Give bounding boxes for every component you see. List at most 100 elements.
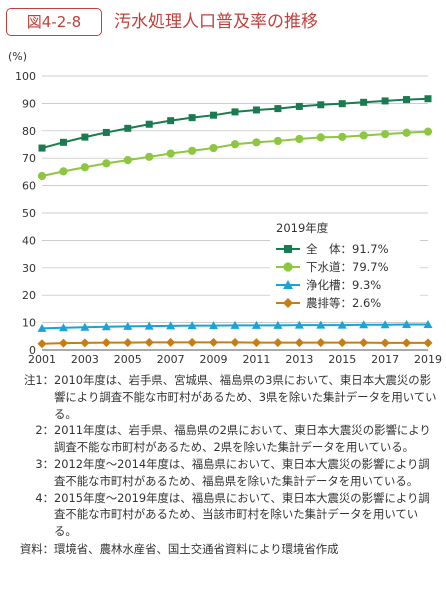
data-point-square	[360, 98, 368, 106]
data-point-circle	[359, 131, 368, 140]
data-point-diamond	[273, 338, 283, 348]
figure-header: 図4-2-8 汚水処理人口普及率の推移	[6, 8, 442, 38]
series-diamond	[37, 337, 433, 349]
data-point-circle	[145, 152, 154, 161]
note-text: 2011年度は、岩手県、福島県の2県において、東日本大震災の影響により調査不能な…	[54, 423, 431, 455]
data-point-diamond	[230, 337, 240, 347]
x-tick-label: 2001	[28, 353, 56, 366]
data-point-circle	[209, 143, 218, 153]
legend-label: 全 体：91.7%	[306, 242, 389, 256]
figure-title: 汚水処理人口普及率の推移	[114, 12, 318, 32]
data-point-circle	[59, 167, 68, 176]
notes-section: 注1： 2010年度は、岩手県、宮城県、福島県の3県において、東日本大震災の影響…	[8, 372, 438, 558]
data-point-triangle	[283, 280, 293, 289]
data-point-circle	[252, 138, 261, 147]
legend-background	[270, 216, 420, 312]
data-point-square	[145, 120, 153, 128]
note-text: 2015年度～2019年度は、福島県において、東日本大震災の影響により調査不能な…	[54, 490, 430, 539]
y-tick-label: 30	[22, 262, 36, 275]
data-point-circle	[402, 128, 411, 137]
y-tick-labels: 0 10 20 30 40 50 60 70 80 90 100	[15, 70, 36, 357]
data-point-diamond	[337, 338, 347, 348]
data-point-triangle	[166, 321, 176, 330]
data-point-circle	[80, 163, 89, 172]
series-triangle	[37, 320, 433, 332]
y-tick-label: 10	[22, 317, 36, 330]
legend-label: 農排等：2.6%	[306, 296, 381, 310]
data-point-triangle	[337, 320, 347, 329]
legend-title: 2019年度	[276, 221, 329, 235]
data-point-triangle	[402, 320, 412, 329]
data-point-diamond	[380, 338, 390, 348]
data-point-circle	[381, 129, 390, 139]
data-point-triangle	[144, 321, 154, 330]
data-point-circle	[316, 133, 325, 142]
data-point-diamond	[166, 337, 176, 347]
y-tick-label: 70	[22, 152, 36, 165]
x-tick-label: 2015	[328, 353, 356, 366]
x-tick-label: 2007	[157, 353, 185, 366]
legend-label: 下水道：79.7%	[306, 260, 389, 274]
data-point-circle	[283, 262, 293, 272]
y-tick-label: 50	[22, 207, 36, 220]
data-point-diamond	[402, 338, 412, 348]
x-tick-label: 2003	[71, 353, 99, 366]
x-tick-label: 2013	[285, 353, 313, 366]
data-point-square	[381, 97, 389, 105]
data-point-diamond	[359, 338, 369, 348]
y-axis-unit-label: (%)	[8, 50, 27, 63]
series-circle	[37, 127, 433, 181]
data-point-square	[81, 133, 89, 141]
x-tick-label: 2017	[371, 353, 399, 366]
data-point-circle	[123, 156, 132, 165]
series-line	[41, 130, 429, 177]
note-text: 2012年度～2014年度は、福島県において、東日本大震災の影響により調査不能な…	[54, 456, 430, 488]
data-point-triangle	[273, 320, 283, 329]
data-point-triangle	[101, 322, 111, 331]
data-point-diamond	[37, 339, 47, 349]
legend-label: 浄化槽：9.3%	[306, 278, 381, 292]
data-point-circle	[295, 134, 304, 144]
note-label: 4：	[35, 490, 54, 505]
y-tick-label: 20	[22, 289, 36, 302]
data-point-square	[252, 106, 260, 114]
y-tick-label: 100	[15, 70, 36, 83]
data-point-triangle	[251, 320, 261, 329]
data-point-triangle	[423, 320, 433, 329]
note-item: 3： 2012年度～2014年度は、福島県において、東日本大震災の影響により調査…	[8, 456, 438, 490]
data-point-diamond	[187, 337, 197, 347]
data-point-diamond	[294, 338, 304, 348]
data-series	[37, 95, 433, 349]
data-point-triangle	[316, 320, 326, 329]
source-label: 資料：	[19, 541, 54, 556]
data-point-square	[188, 114, 196, 122]
note-label: 注1：	[23, 373, 54, 387]
data-point-square	[295, 102, 303, 110]
data-point-triangle	[359, 320, 369, 329]
data-point-triangle	[123, 321, 133, 330]
data-point-circle	[423, 127, 433, 136]
x-tick-label: 2019	[414, 353, 442, 366]
data-point-circle	[37, 171, 47, 181]
note-label: 2：	[35, 423, 54, 438]
data-point-circle	[188, 146, 197, 155]
data-point-diamond	[251, 338, 261, 348]
data-point-square	[38, 144, 46, 152]
note-item: 2： 2011年度は、岩手県、福島県の2県において、東日本大震災の影響により調査…	[8, 422, 438, 456]
data-point-square	[102, 128, 110, 136]
data-point-square	[167, 117, 175, 125]
x-tick-label: 2011	[242, 353, 270, 366]
note-item: 4： 2015年度～2019年度は、福島県において、東日本大震災の影響により調査…	[8, 490, 438, 540]
x-tick-label: 2009	[200, 353, 228, 366]
data-point-diamond	[423, 338, 433, 348]
source-text: 環境省、農林水産省、国土交通省資料により環境省作成	[54, 541, 339, 556]
x-tick-label: 2005	[114, 353, 142, 366]
x-tick-labels: 2001 2003 2005 2007 2009 2011 2013 2015 2017 2019	[28, 353, 442, 366]
data-point-square	[317, 101, 325, 109]
data-point-square	[124, 124, 132, 132]
data-point-circle	[338, 132, 347, 141]
data-point-diamond	[209, 337, 219, 347]
data-point-diamond	[80, 338, 90, 348]
